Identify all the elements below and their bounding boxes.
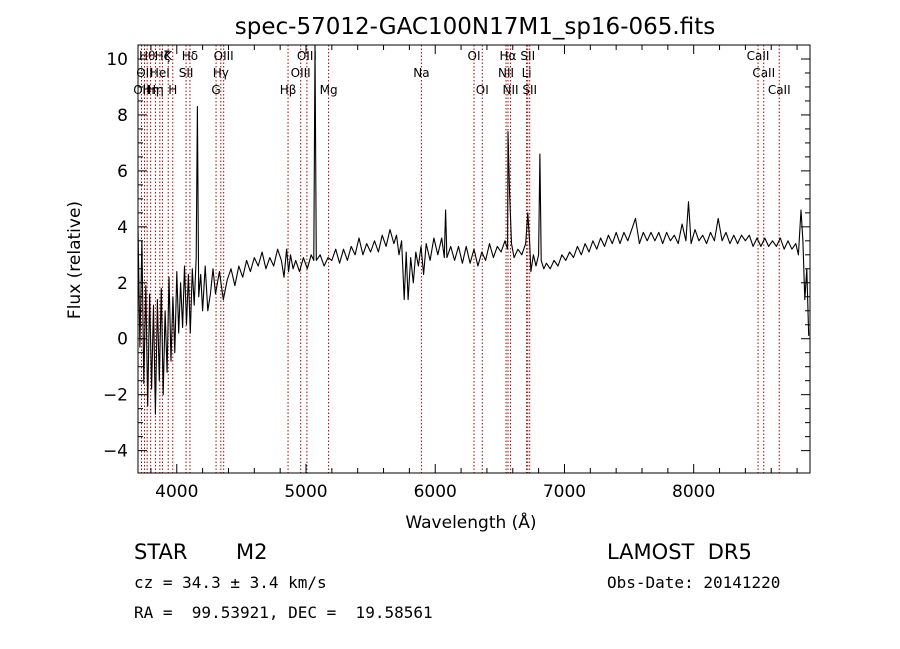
y-axis: −4 −2 0 2 4 6 8 10 [103,50,810,462]
y-axis-title: Flux (relative) [65,201,85,319]
line-label-24: Li [522,66,532,80]
line-label-6: Hζ [155,49,171,63]
y-tick-label: 0 [117,330,128,350]
x-tick-label: 7000 [543,482,586,502]
object-subclass: M2 [236,540,268,564]
observation-date: Obs-Date: 20141220 [607,573,781,592]
line-label-27: CaII [747,49,770,63]
line-label-7: K [164,49,173,63]
spectral-line-markers [140,45,780,473]
line-label-19: OI [468,49,481,63]
line-label-5: HeI [150,66,170,80]
line-label-0: OII [133,83,150,97]
x-tick-label: 4000 [155,482,198,502]
line-label-1: OII [136,66,153,80]
line-label-20: OI [476,83,489,97]
line-label-28: CaII [752,66,775,80]
line-label-3: Hη [142,83,159,97]
line-label-12: Hγ [213,66,229,80]
x-tick-label: 6000 [414,482,457,502]
line-label-2: Hθ [139,49,155,63]
chart-title: spec-57012-GAC100N17M1_sp16-065.fits [235,14,715,40]
line-label-4: Hη [147,83,164,97]
object-class: STAR [134,540,188,564]
y-tick-label: 4 [117,218,128,238]
x-axis: 4000 5000 6000 7000 8000 [150,45,798,502]
line-label-17: Mg [320,83,338,97]
x-axis-title: Wavelength (Å) [405,511,536,533]
line-label-9: SII [179,66,194,80]
y-tick-label: 8 [117,106,128,126]
line-label-15: OIII [291,66,311,80]
line-label-29: CaII [768,83,791,97]
spectrum-line [137,44,810,415]
line-label-11: G [211,83,220,97]
redshift-velocity: cz = 34.3 ± 3.4 km/s [134,573,327,592]
line-label-25: SII [520,49,535,63]
line-label-26: SII [522,83,537,97]
coordinates: RA = 99.53921, DEC = 19.58561 [134,603,433,622]
x-tick-label: 5000 [284,482,327,502]
line-label-10: Hδ [182,49,198,63]
line-label-23: NII [503,83,519,97]
y-tick-label: 6 [117,162,128,182]
line-label-16: OIII [297,49,317,63]
line-label-18: Na [413,66,429,80]
plot-frame [137,44,811,474]
y-tick-label: −2 [103,386,128,406]
line-label-14: Hβ [280,83,297,97]
line-label-21: NII [498,66,514,80]
y-tick-label: 2 [117,274,128,294]
line-label-22: Hα [500,49,517,63]
line-label-8: H [168,83,177,97]
x-tick-label: 8000 [672,482,715,502]
survey-name: LAMOST DR5 [607,540,752,564]
spectral-line-labels: OIIOIIHθHηHηHeIHζKHSIIHδGHγOIIIHβOIIIOII… [133,49,790,97]
line-label-13: OIII [214,49,234,63]
y-tick-label: 10 [106,50,128,70]
y-tick-label: −4 [103,442,128,462]
